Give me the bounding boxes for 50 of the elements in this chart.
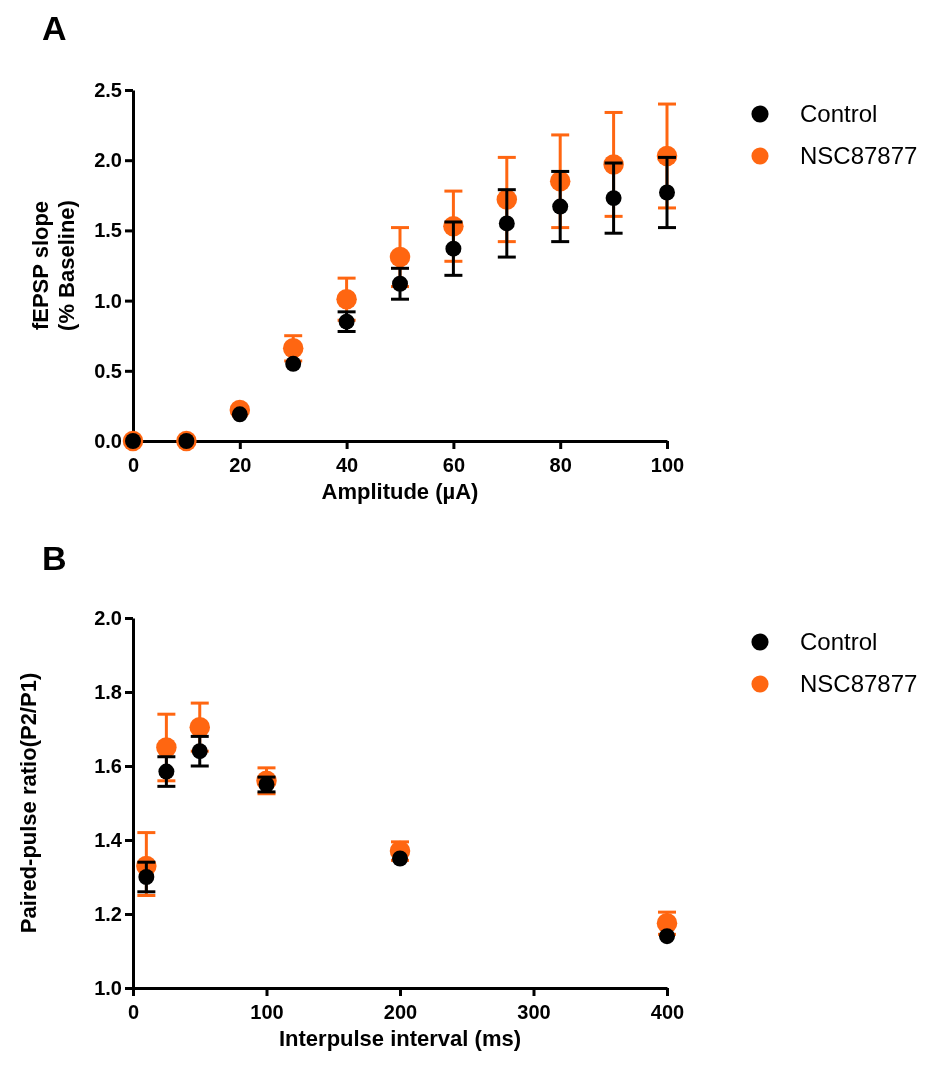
y-tick-label: 2.0 — [94, 149, 122, 172]
point — [189, 716, 210, 738]
point — [659, 184, 675, 201]
point — [498, 215, 515, 232]
legend-label: NSC87877 — [800, 142, 918, 169]
y-tick-label: 1.0 — [94, 976, 122, 999]
x-tick-label: 60 — [442, 454, 466, 476]
point — [285, 355, 302, 372]
y-tick-label: 1.0 — [94, 289, 122, 312]
x-tick-label: 0 — [127, 1001, 140, 1023]
point — [605, 190, 622, 207]
point — [191, 743, 208, 760]
x-tick-label: 300 — [517, 1001, 551, 1023]
y-axis-title: fEPSP slope (% Baseline) — [27, 200, 80, 331]
point — [392, 275, 408, 292]
y-tick-label: 0.5 — [94, 359, 122, 382]
y-tick-label: 2.0 — [94, 606, 122, 629]
y-tick-label: 1.2 — [94, 902, 122, 925]
x-tick-label: 100 — [250, 1001, 284, 1023]
point — [158, 763, 175, 780]
x-tick-label: 40 — [335, 454, 359, 476]
y-tick-label: 2.5 — [94, 78, 122, 101]
x-tick-label: 200 — [383, 1001, 418, 1023]
point — [552, 198, 569, 215]
x-tick-label: 400 — [650, 1001, 685, 1023]
x-axis-title: Amplitude (µA) — [321, 479, 479, 504]
y-tick-label: 1.6 — [94, 754, 122, 777]
point — [336, 288, 357, 310]
chart-title: B — [42, 539, 67, 577]
point — [445, 240, 462, 257]
y-tick-label: 1.8 — [94, 680, 122, 703]
y-tick-label: 1.4 — [94, 828, 123, 851]
point — [659, 928, 675, 945]
legend-label: Control — [800, 628, 878, 655]
x-axis-title: Interpulse interval (ms) — [278, 1026, 522, 1051]
y-tick-label: 0.0 — [94, 429, 122, 452]
y-tick-label: 1.5 — [94, 219, 122, 242]
legend-label: NSC87877 — [800, 670, 918, 697]
point — [138, 869, 155, 885]
x-tick-label: 100 — [650, 454, 685, 476]
chart-title: A — [42, 9, 67, 47]
x-tick-label: 80 — [549, 454, 572, 476]
x-tick-label: 0 — [127, 454, 140, 476]
x-tick-label: 20 — [229, 454, 252, 476]
y-axis-title: Paired-pulse ratio(P2/P1) — [15, 672, 41, 934]
legend-label: Control — [800, 100, 878, 127]
point — [389, 246, 411, 268]
point — [156, 737, 177, 758]
point — [392, 850, 408, 867]
point — [231, 406, 248, 423]
